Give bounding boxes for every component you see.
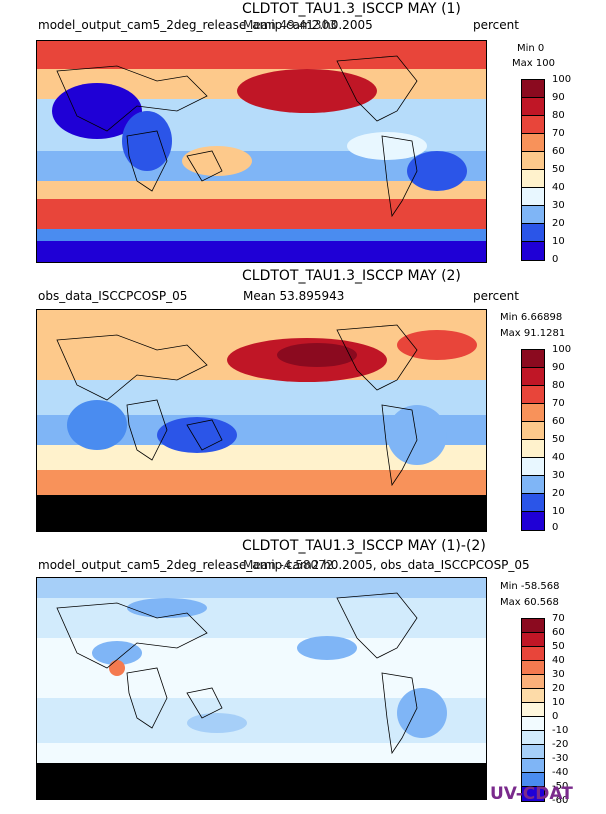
panel-1-tick-80: 80 <box>552 110 565 121</box>
panel-3-tick-neg20: -20 <box>552 739 569 750</box>
panel-1-tick-50: 50 <box>552 164 565 175</box>
panel-2-max-label: Max 91.1281 <box>500 328 566 339</box>
panel-2-tick-60: 60 <box>552 416 565 427</box>
panel-1-title: CLDTOT_TAU1.3_ISCCP MAY (1) <box>242 1 461 17</box>
panel-1-min-label: Min 0 <box>517 43 545 54</box>
panel-1-tick-40: 40 <box>552 182 565 193</box>
panel-1-map <box>36 40 487 263</box>
panel-3-left-label: model_output_cam5_2deg_release_amip.cam2… <box>38 558 530 572</box>
panel-3-tick-neg10: -10 <box>552 725 569 736</box>
panel-3-tick-neg30: -30 <box>552 753 569 764</box>
panel-3-tick-60: 60 <box>552 627 565 638</box>
panel-1-mean-label: Mean 49.41303 <box>243 18 337 32</box>
panel-3-tick-0: 0 <box>552 711 559 722</box>
panel-2-tick-20: 20 <box>552 488 565 499</box>
panel-1-tick-20: 20 <box>552 218 565 229</box>
panel-3-max-label: Max 60.568 <box>500 597 559 608</box>
panel-1-colorbar <box>521 79 545 261</box>
panel-1-units: percent <box>473 18 519 32</box>
panel-3-min-label: Min -58.568 <box>500 581 560 592</box>
panel-3-tick-70: 70 <box>552 613 565 624</box>
panel-1-tick-60: 60 <box>552 146 565 157</box>
panel-2-mean-label: Mean 53.895943 <box>243 289 345 303</box>
logo-text: UV-CDAT <box>490 784 573 804</box>
panel-2-tick-90: 90 <box>552 362 565 373</box>
panel-3-tick-40: 40 <box>552 655 565 666</box>
panel-2-tick-0: 0 <box>552 522 559 533</box>
panel-3-colorbar <box>521 618 545 802</box>
panel-3-mean-label: Mean -4.58072 <box>243 558 334 572</box>
panel-2-tick-80: 80 <box>552 380 565 391</box>
panel-2-tick-40: 40 <box>552 452 565 463</box>
panel-3-tick-10: 10 <box>552 697 565 708</box>
panel-2-map <box>36 309 487 532</box>
panel-1-tick-70: 70 <box>552 128 565 139</box>
panel-2-min-label: Min 6.66898 <box>500 312 563 323</box>
panel-2-tick-70: 70 <box>552 398 565 409</box>
panel-2-tick-30: 30 <box>552 470 565 481</box>
panel-3-tick-neg40: -40 <box>552 767 569 778</box>
panel-3-tick-neg60: -60 <box>552 795 569 806</box>
panel-3-title: CLDTOT_TAU1.3_ISCCP MAY (1)-(2) <box>242 538 486 554</box>
panel-2-tick-10: 10 <box>552 506 565 517</box>
panel-3-tick-30: 30 <box>552 669 565 680</box>
panel-3-tick-50: 50 <box>552 641 565 652</box>
panel-3-tick-neg50: -50 <box>552 781 569 792</box>
panel-1-tick-10: 10 <box>552 236 565 247</box>
panel-2-units: percent <box>473 289 519 303</box>
panel-1-max-label: Max 100 <box>512 58 555 69</box>
panel-2-title: CLDTOT_TAU1.3_ISCCP MAY (2) <box>242 268 461 284</box>
panel-2-left-label: obs_data_ISCCPCOSP_05 <box>38 289 188 303</box>
panel-1-tick-100: 100 <box>552 74 572 85</box>
panel-3-tick-20: 20 <box>552 683 565 694</box>
panel-3-map <box>36 577 487 800</box>
panel-1-left-label: model_output_cam5_2deg_release_amip.cam2… <box>38 18 373 32</box>
uvcdat-logo: UV-CDAT <box>490 784 573 804</box>
panel-1-tick-30: 30 <box>552 200 565 211</box>
panel-1-tick-0: 0 <box>552 254 559 265</box>
panel-2-tick-100: 100 <box>552 344 572 355</box>
panel-1-tick-90: 90 <box>552 92 565 103</box>
panel-2-colorbar <box>521 349 545 531</box>
panel-2-tick-50: 50 <box>552 434 565 445</box>
